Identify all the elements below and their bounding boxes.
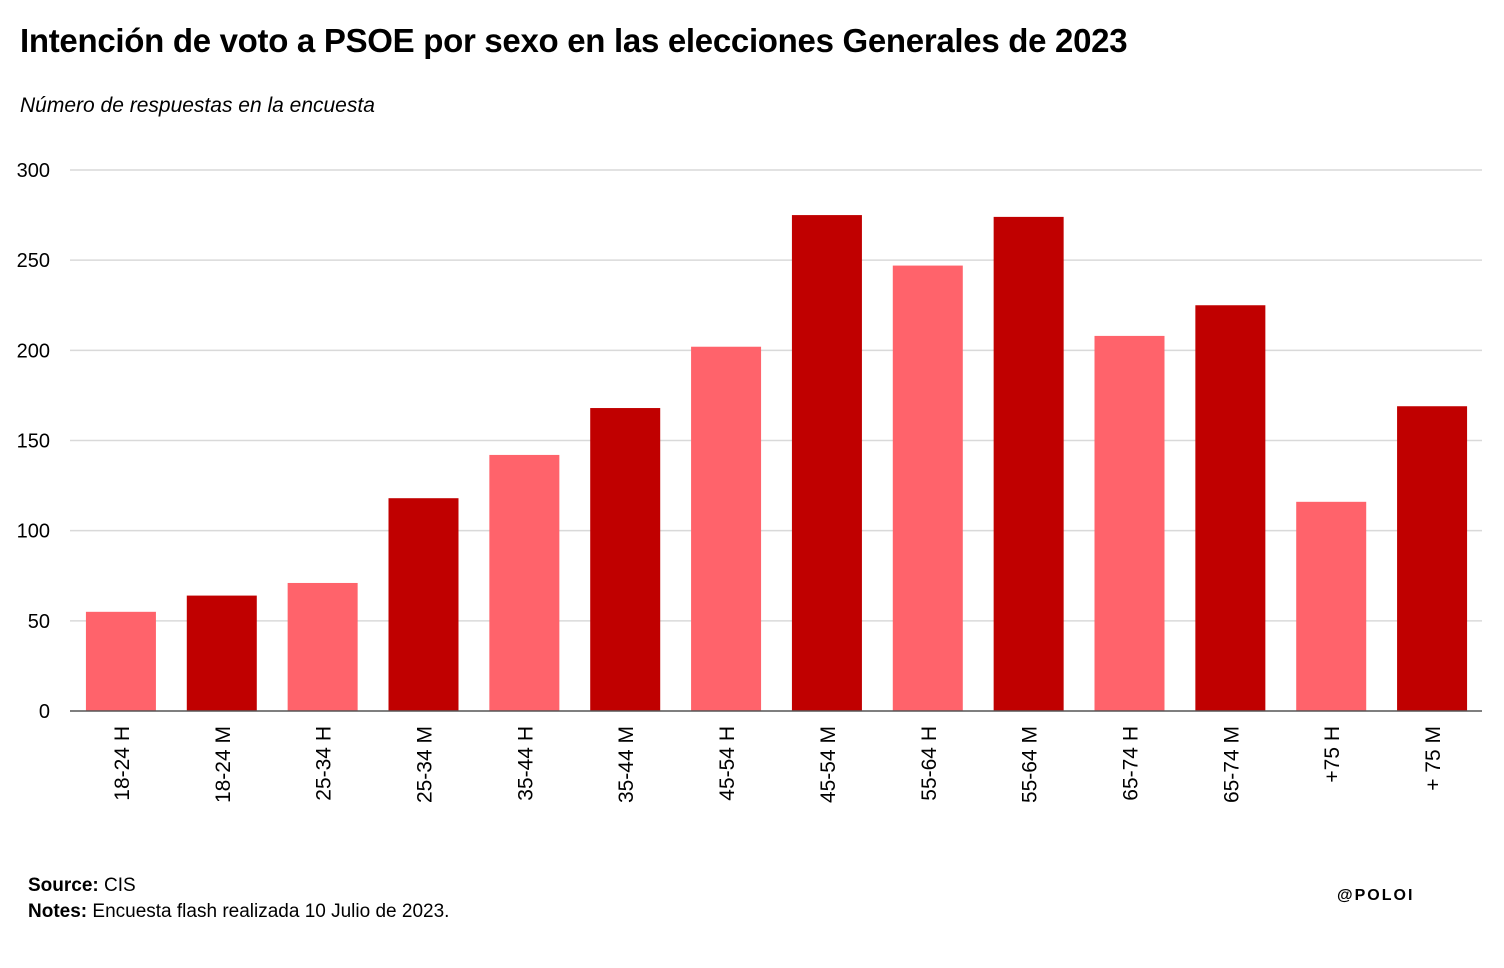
x-tick-label: 25-34 H: [313, 726, 336, 801]
x-tick-label: 45-54 M: [817, 726, 840, 803]
grid-lines: [70, 169, 1482, 622]
bar: [287, 582, 358, 711]
notes-value: Encuesta flash realizada 10 Julio de 202…: [92, 901, 450, 922]
notes-note: Notes: Encuesta flash realizada 10 Julio…: [28, 901, 449, 923]
bar: [1397, 406, 1468, 711]
bar: [892, 265, 963, 711]
x-tick-label: 65-74 H: [1120, 726, 1143, 801]
x-axis-ticks: 18-24 H 18-24 M 25-34 H 25-34 M 35-44 H 35-44…: [111, 726, 1445, 803]
y-tick-label: 50: [28, 611, 50, 633]
bar: [1094, 335, 1165, 711]
bar: [85, 611, 156, 711]
y-axis-ticks: 0 50 100 150 200 250 300: [17, 160, 50, 723]
x-tick-label: 65-74 M: [1220, 726, 1243, 803]
notes-label: Notes:: [28, 901, 88, 922]
source-note: Source: CIS: [28, 875, 136, 897]
source-label: Source:: [28, 875, 99, 896]
x-tick-label: 18-24 H: [111, 726, 134, 801]
brand-watermark: @POLOI: [1337, 887, 1415, 904]
bar: [691, 346, 762, 711]
x-tick-label: +75 H: [1321, 726, 1344, 783]
bar: [590, 408, 661, 711]
y-tick-label: 100: [17, 521, 50, 543]
x-tick-label: 55-64 M: [1019, 726, 1042, 803]
y-tick-label: 250: [17, 250, 50, 272]
bar: [993, 216, 1064, 712]
bars: [85, 215, 1468, 712]
x-tick-label: 18-24 M: [212, 726, 235, 803]
x-tick-label: 45-54 H: [716, 726, 739, 801]
y-tick-label: 150: [17, 431, 50, 453]
bar: [1296, 501, 1367, 711]
bar: [1195, 305, 1266, 711]
source-value: CIS: [104, 875, 136, 896]
x-tick-label: + 75 M: [1422, 726, 1445, 791]
bar: [489, 454, 560, 711]
x-tick-label: 55-64 H: [918, 726, 941, 801]
y-tick-label: 200: [17, 340, 50, 362]
bar: [388, 498, 459, 711]
x-tick-label: 25-34 M: [414, 726, 437, 803]
x-tick-label: 35-44 M: [615, 726, 638, 803]
chart-title: Intención de voto a PSOE por sexo en las…: [20, 22, 1128, 59]
y-tick-label: 0: [39, 701, 50, 723]
x-tick-label: 35-44 H: [514, 726, 537, 801]
bar: [186, 595, 257, 711]
chart-subtitle: Número de respuestas en la encuesta: [20, 94, 375, 117]
y-tick-label: 300: [17, 160, 50, 182]
bar: [791, 215, 862, 712]
